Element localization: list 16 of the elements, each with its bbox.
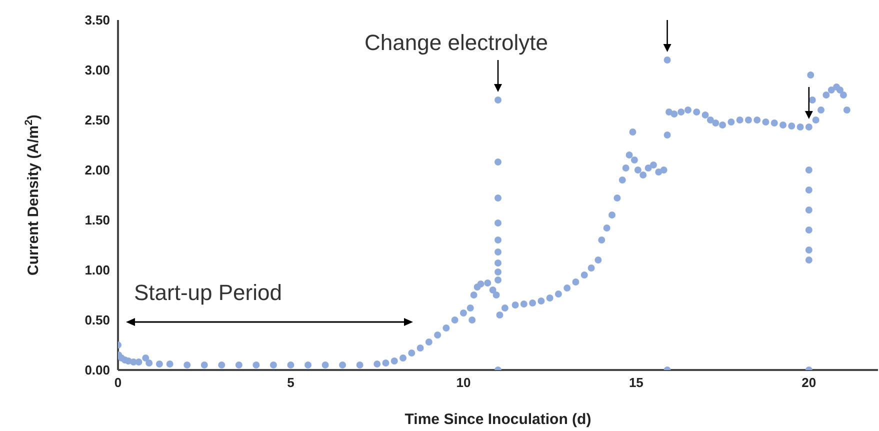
y-tick-label: 2.50 [84, 112, 110, 128]
y-tick-label: 1.00 [84, 262, 110, 278]
y-tick-label: 2.00 [84, 162, 110, 178]
x-tick-label: 5 [287, 375, 294, 390]
y-tick-label: 3.00 [84, 62, 110, 78]
x-tick-label: 0 [114, 375, 122, 390]
annotation: Change electrolyte [364, 30, 548, 55]
y-tick-label: 0.50 [84, 312, 110, 328]
x-tick-label: 15 [628, 375, 644, 390]
x-tick-label: 10 [456, 375, 471, 390]
y-tick-label: 1.50 [84, 212, 110, 228]
x-tick-label: 20 [802, 375, 816, 390]
annotation: Start-up Period [134, 280, 282, 306]
x-axis-title: Time Since Inoculation (d) [404, 411, 592, 428]
y-tick-label: 3.50 [84, 12, 110, 28]
y-tick-label: 0.00 [84, 362, 110, 378]
